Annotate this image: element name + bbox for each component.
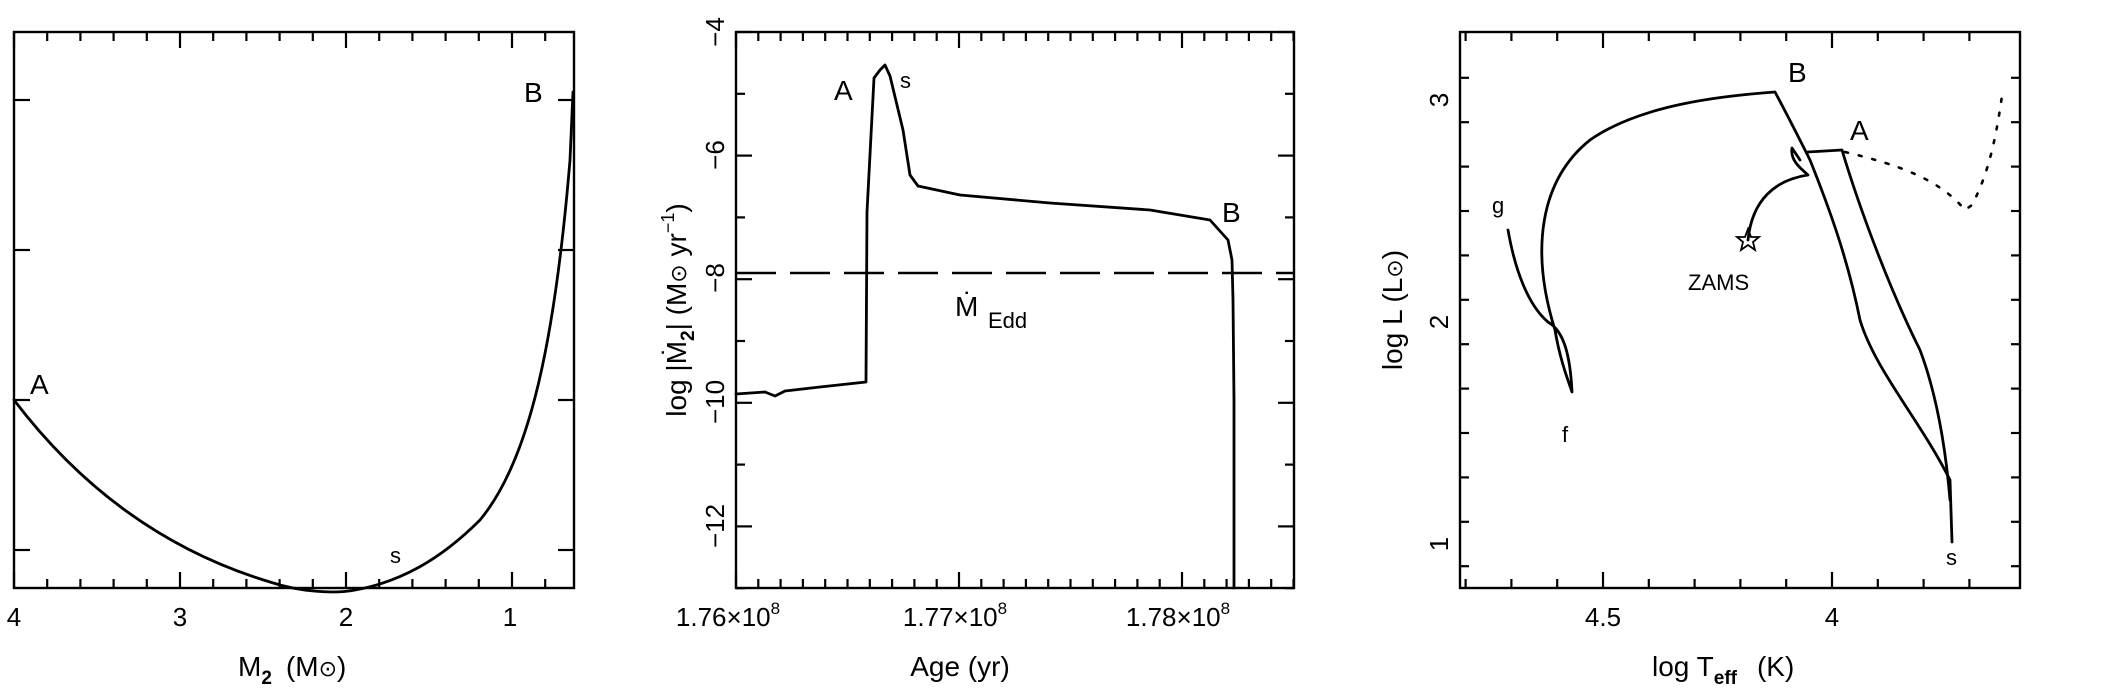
panel-1-label-a: A — [30, 369, 49, 400]
panel-1-curve — [12, 90, 575, 594]
panel-3-main-track — [1506, 90, 1954, 544]
panel-3-ticks — [1460, 32, 2020, 588]
panel-2-label-s: s — [900, 68, 911, 93]
panel-3-xtick-label: 4.5 — [1585, 602, 1621, 632]
panel-1-ticks — [12, 32, 574, 588]
panel-3-label-s: s — [1946, 545, 1957, 570]
panel-2-curve — [734, 63, 1236, 590]
panel-2-ytick-label: −10 — [700, 380, 730, 424]
panel-3-a-branch — [1806, 148, 1952, 502]
panel-2: −4 −6 −8 −10 −12 1.76×108 1.77×108 1.78×… — [658, 17, 1296, 682]
panel-3-label-g: g — [1492, 193, 1504, 218]
panel-2-ticks — [734, 30, 1295, 590]
panel-1-label-b: B — [524, 77, 543, 108]
panel-1-label-s: s — [390, 543, 401, 568]
panel-1: 4 3 2 1 A B s M2 (M⊙) — [7, 30, 576, 689]
panel-2-xlabel: Age (yr) — [910, 651, 1010, 682]
panel-1-xtick-label: 3 — [173, 602, 187, 632]
panel-2-xtick-label: 1.77×108 — [903, 599, 1007, 632]
panel-1-xlabel: M2 (M⊙) — [238, 651, 346, 689]
zams-star-icon — [1734, 226, 1762, 253]
panel-3-ytick-label: 3 — [1424, 93, 1454, 107]
panel-3-label-a: A — [1850, 115, 1869, 146]
panel-2-xtick-label: 1.76×108 — [676, 599, 780, 632]
panel-3-label-b: B — [1788, 57, 1807, 88]
panel-3: 3 2 1 4.5 4 B A g f ZAMS s log Teff (K) l… — [1377, 30, 2022, 689]
panel-2-label-a: A — [834, 75, 853, 106]
panel-1-xtick-label: 4 — [7, 602, 21, 632]
panel-2-frame — [734, 30, 1296, 590]
panel-2-ytick-label: −6 — [700, 140, 730, 170]
panel-3-xtick-label: 4 — [1825, 602, 1839, 632]
panel-2-xtick-label: 1.78×108 — [1126, 599, 1230, 632]
panel-2-label-b: B — [1222, 197, 1241, 228]
panel-3-label-zams: ZAMS — [1688, 270, 1749, 295]
panel-3-ytick-label: 1 — [1424, 537, 1454, 551]
panel-3-ytick-label: 2 — [1424, 315, 1454, 329]
panel-2-ytick-label: −4 — [700, 17, 730, 47]
panel-2-ylabel: log |Ṁ2| (M⊙ yr−1) — [658, 203, 699, 416]
panel-3-dotted-extension — [1843, 86, 2005, 212]
panel-1-xtick-label: 2 — [339, 602, 353, 632]
panel-2-label-mdot: Ṁ — [955, 291, 978, 322]
panel-3-label-f: f — [1562, 422, 1569, 447]
panel-2-ytick-label: −12 — [700, 504, 730, 548]
panel-2-label-edd: Edd — [988, 308, 1027, 333]
panel-3-zams-track — [1746, 146, 1810, 242]
panel-1-xtick-label: 1 — [503, 602, 517, 632]
panel-3-ylabel: log L (L⊙) — [1377, 250, 1408, 370]
panel-2-ytick-label: −8 — [700, 263, 730, 293]
panel-3-xlabel: log Teff (K) — [1652, 651, 1794, 689]
panel-3-frame — [1458, 30, 2022, 590]
